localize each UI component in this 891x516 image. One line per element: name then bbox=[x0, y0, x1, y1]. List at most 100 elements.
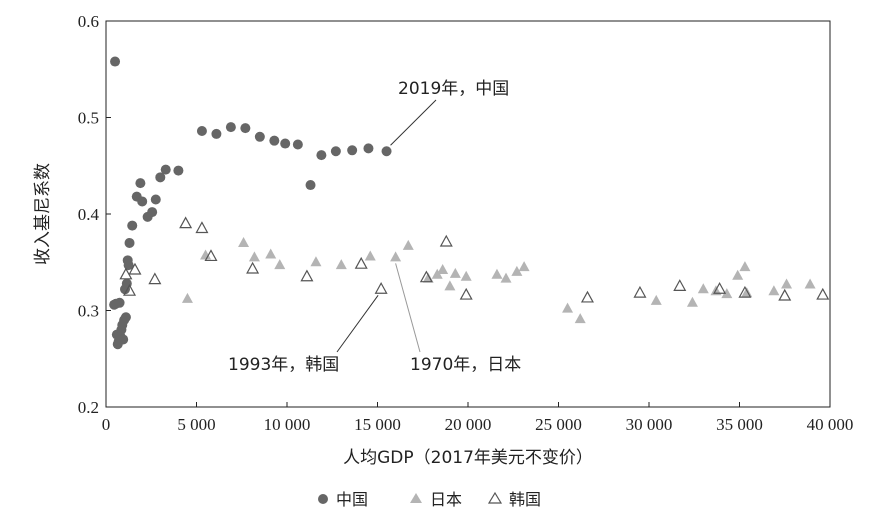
annotation-label-china: 2019年，中国 bbox=[398, 79, 509, 99]
legend-marker-japan bbox=[410, 493, 422, 503]
data-point-japan bbox=[741, 287, 753, 298]
data-point-korea bbox=[179, 216, 193, 229]
annotation-label-japan: 1970年，日本 bbox=[410, 355, 521, 375]
data-point-japan bbox=[518, 261, 530, 272]
data-point-japan bbox=[739, 261, 751, 272]
data-point-japan bbox=[437, 263, 449, 274]
annotation-leader-china bbox=[390, 99, 437, 146]
data-point-japan bbox=[402, 239, 414, 250]
y-tick-label: 0.3 bbox=[78, 302, 99, 321]
data-point-china bbox=[381, 146, 392, 157]
data-point-china bbox=[120, 312, 131, 323]
data-point-korea bbox=[633, 285, 647, 298]
data-point-korea bbox=[459, 287, 473, 300]
y-tick-label: 0.4 bbox=[78, 205, 100, 224]
data-point-china bbox=[150, 194, 161, 205]
data-point-japan bbox=[804, 278, 816, 289]
data-point-china bbox=[196, 126, 207, 137]
data-point-china bbox=[135, 178, 146, 189]
data-point-china bbox=[240, 123, 251, 134]
data-point-china bbox=[305, 180, 316, 191]
data-point-china bbox=[316, 150, 327, 161]
data-point-korea bbox=[119, 267, 133, 280]
data-point-china bbox=[225, 122, 236, 133]
x-tick-label: 20 000 bbox=[445, 415, 492, 434]
data-point-japan bbox=[444, 280, 456, 291]
data-point-china bbox=[118, 334, 129, 345]
annotation-china: 2019年，中国 bbox=[390, 79, 509, 146]
x-tick-label: 10 000 bbox=[264, 415, 311, 434]
data-point-japan bbox=[460, 270, 472, 281]
data-point-japan bbox=[781, 278, 793, 289]
data-point-japan bbox=[491, 268, 503, 279]
data-points bbox=[109, 56, 830, 350]
data-point-china bbox=[127, 220, 138, 231]
x-tick-label: 30 000 bbox=[626, 415, 673, 434]
x-axis: 0 5 000 10 000 15 000 20 000 25 000 30 000 35 0… bbox=[102, 402, 854, 434]
data-point-china bbox=[123, 260, 134, 271]
data-point-china bbox=[124, 237, 135, 248]
data-point-korea bbox=[246, 261, 260, 274]
data-point-japan bbox=[697, 283, 709, 294]
data-point-japan bbox=[562, 302, 574, 313]
data-point-china bbox=[363, 143, 374, 154]
legend-marker-china bbox=[318, 494, 328, 504]
data-point-korea bbox=[439, 234, 453, 247]
data-point-korea bbox=[354, 256, 368, 269]
data-point-korea bbox=[123, 283, 137, 296]
data-point-japan bbox=[390, 251, 402, 262]
annotation-leader-korea bbox=[336, 294, 379, 353]
data-point-korea bbox=[128, 262, 142, 275]
x-tick-label: 35 000 bbox=[716, 415, 763, 434]
data-point-japan bbox=[732, 269, 744, 280]
data-point-china bbox=[137, 196, 148, 207]
y-axis-title: 收入基尼系数 bbox=[33, 163, 53, 265]
data-point-japan bbox=[574, 313, 586, 324]
y-tick-label: 0.2 bbox=[78, 398, 99, 417]
data-point-china bbox=[269, 135, 280, 146]
data-point-china bbox=[254, 131, 265, 142]
annotation-japan: 1970年，日本 bbox=[395, 263, 521, 375]
data-point-japan bbox=[511, 265, 523, 276]
data-point-korea bbox=[816, 287, 830, 300]
data-point-china bbox=[211, 128, 222, 139]
data-point-korea bbox=[778, 288, 792, 301]
y-tick-label: 0.5 bbox=[78, 109, 99, 128]
data-point-china bbox=[147, 207, 158, 218]
annotation-leader-japan bbox=[395, 263, 421, 353]
data-point-japan bbox=[265, 248, 277, 259]
x-tick-label: 40 000 bbox=[807, 415, 854, 434]
data-point-china bbox=[114, 297, 125, 308]
data-point-japan bbox=[500, 272, 512, 283]
x-tick-label: 0 bbox=[102, 415, 111, 434]
data-point-korea bbox=[673, 279, 687, 291]
data-point-china bbox=[280, 138, 291, 149]
data-point-japan bbox=[431, 268, 443, 279]
legend-marker-korea bbox=[487, 491, 503, 504]
data-point-korea bbox=[580, 290, 594, 303]
x-tick-label: 5 000 bbox=[177, 415, 215, 434]
data-point-japan bbox=[181, 292, 193, 303]
y-tick-label: 0.6 bbox=[78, 12, 99, 31]
data-point-korea bbox=[204, 249, 218, 262]
y-axis: 0.2 0.3 0.4 0.5 0.6 bbox=[78, 12, 111, 417]
data-point-japan bbox=[335, 259, 347, 270]
data-point-japan bbox=[238, 236, 250, 247]
annotation-label-korea: 1993年，韩国 bbox=[228, 355, 339, 375]
x-axis-title: 人均GDP（2017年美元不变价） bbox=[343, 448, 593, 468]
data-point-korea bbox=[374, 282, 388, 294]
x-tick-label: 25 000 bbox=[535, 415, 582, 434]
legend-label-japan: 日本 bbox=[430, 490, 462, 509]
data-point-japan bbox=[274, 259, 286, 270]
data-point-china bbox=[173, 165, 184, 176]
data-point-japan bbox=[248, 251, 260, 262]
data-point-korea bbox=[713, 282, 727, 294]
data-point-japan bbox=[310, 256, 322, 267]
legend-label-china: 中国 bbox=[336, 490, 368, 509]
data-point-korea bbox=[738, 285, 752, 298]
x-tick-label: 15 000 bbox=[354, 415, 401, 434]
annotation-korea: 1993年，韩国 bbox=[228, 294, 379, 375]
data-point-japan bbox=[650, 294, 662, 305]
data-point-china bbox=[347, 145, 358, 156]
